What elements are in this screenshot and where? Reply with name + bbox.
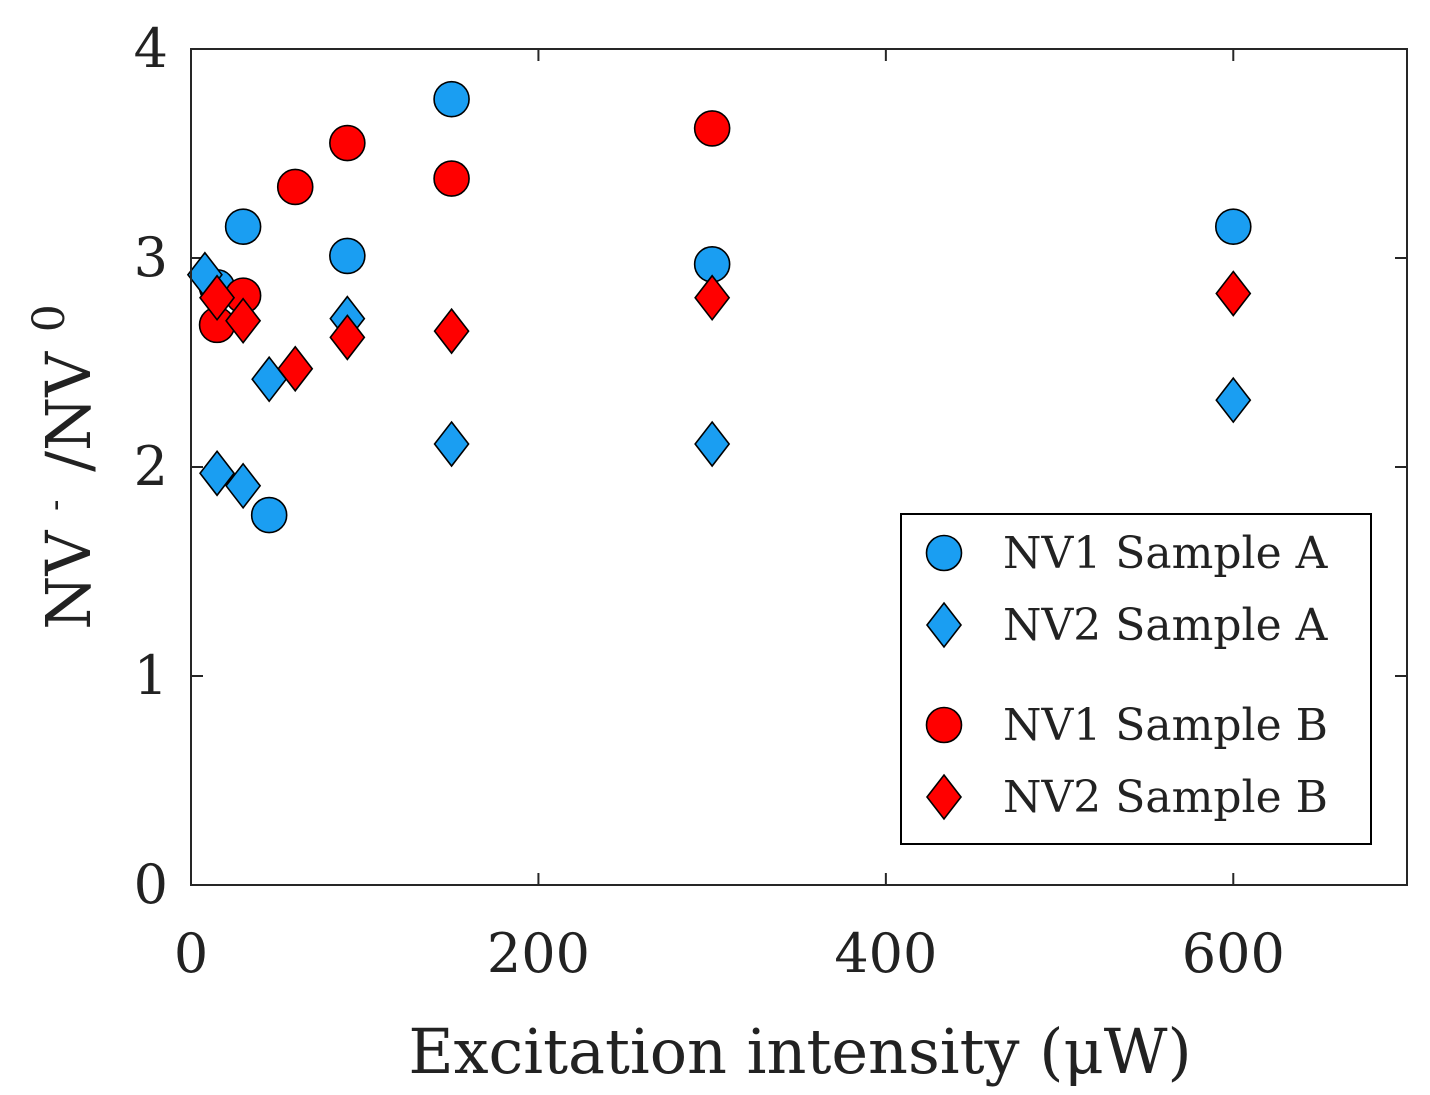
legend-label: NV1 Sample B xyxy=(1003,700,1328,751)
y-tick-label: 4 xyxy=(134,17,168,80)
point-nv2-sample-a xyxy=(1215,376,1252,424)
point-nv1-sample-b xyxy=(329,124,366,162)
point-nv2-sample-a xyxy=(199,449,236,497)
y-tick-label: 3 xyxy=(134,226,168,289)
legend: NV1 Sample A NV2 Sample A NV1 Sample B NV2 … xyxy=(900,513,1372,845)
point-nv2-sample-b xyxy=(277,345,314,393)
point-nv2-sample-a xyxy=(433,420,470,468)
legend-items: NV1 Sample A NV2 Sample A NV1 Sample B NV2 … xyxy=(925,528,1329,823)
legend-marker-nv1-sample-b xyxy=(925,706,963,744)
legend-entry-nv1-sample-a: NV1 Sample A xyxy=(925,528,1329,579)
legend-entry-nv2-sample-b: NV2 Sample B xyxy=(925,772,1328,823)
legend-label: NV2 Sample A xyxy=(1003,600,1329,651)
markers-layer xyxy=(186,80,1252,534)
point-nv2-sample-b xyxy=(694,274,731,322)
x-axis-title: Excitation intensity (μW) xyxy=(408,1015,1191,1088)
y-axis-title-superscript-1: - xyxy=(35,500,75,512)
point-nv2-sample-a xyxy=(225,462,262,510)
legend-entry-nv1-sample-b: NV1 Sample B xyxy=(925,700,1328,751)
point-nv2-sample-b xyxy=(433,307,470,355)
x-tick-label: 600 xyxy=(1182,922,1285,985)
y-tick-label: 2 xyxy=(134,435,168,498)
point-nv1-sample-b xyxy=(693,110,731,147)
legend-label: NV1 Sample A xyxy=(1003,528,1329,579)
y-axis-title-separator: /NV xyxy=(32,351,105,472)
point-nv1-sample-a xyxy=(250,496,288,534)
x-tick-labels: 0 200 400 600 xyxy=(174,922,1285,985)
legend-marker-nv1-sample-a xyxy=(925,534,963,572)
y-tick-labels: 0 1 2 3 4 xyxy=(134,17,168,916)
point-nv1-sample-b xyxy=(276,168,314,206)
legend-marker-nv2-sample-b xyxy=(925,773,963,821)
series-nv1-sample-b xyxy=(198,110,731,344)
legend-box xyxy=(900,513,1372,845)
y-axis-title: NV - /NV 0 xyxy=(8,304,105,630)
y-axis-title-base: NV xyxy=(32,530,105,630)
point-nv2-sample-a xyxy=(694,420,731,468)
y-tick-label: 0 xyxy=(134,853,168,916)
x-tick-label: 400 xyxy=(834,922,937,985)
legend-marker-nv2-sample-a xyxy=(925,601,963,649)
point-nv2-sample-b xyxy=(199,274,236,322)
legend-entry-nv2-sample-a: NV2 Sample A xyxy=(925,600,1329,651)
point-nv1-sample-a xyxy=(1214,208,1252,245)
x-tick-label: 0 xyxy=(174,922,208,985)
legend-label: NV2 Sample B xyxy=(1003,772,1328,823)
point-nv1-sample-a xyxy=(224,208,262,245)
point-nv1-sample-a xyxy=(433,80,470,118)
point-nv2-sample-b xyxy=(329,314,366,361)
series-nv2-sample-b xyxy=(199,270,1252,393)
plot-frame xyxy=(190,48,1408,886)
point-nv2-sample-b xyxy=(1215,270,1252,317)
point-nv1-sample-a xyxy=(329,237,366,275)
x-tick-label: 200 xyxy=(487,922,590,985)
y-axis-title-superscript-2: 0 xyxy=(24,304,75,332)
y-tick-label: 1 xyxy=(134,644,168,707)
point-nv2-sample-b xyxy=(225,297,262,345)
point-nv1-sample-b xyxy=(433,160,470,197)
